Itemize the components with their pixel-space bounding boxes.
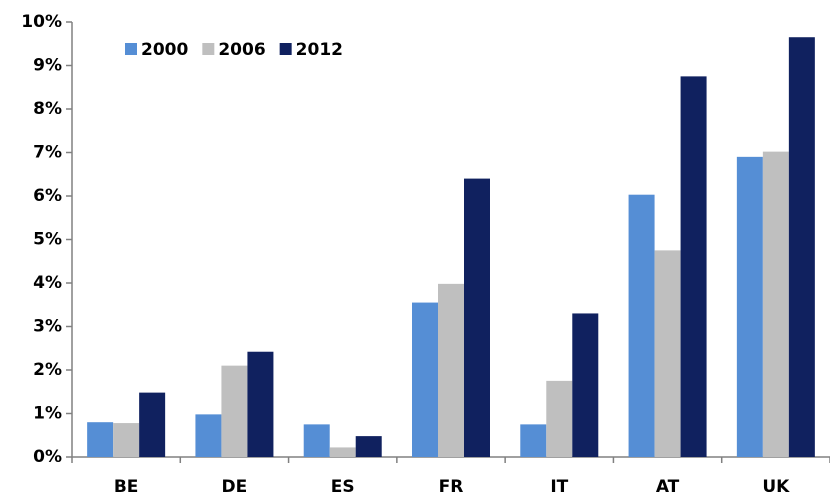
y-tick-label: 5% [33, 230, 62, 250]
bar [628, 194, 655, 457]
x-tick-label: ES [331, 477, 355, 497]
bar [546, 380, 573, 457]
x-tick-label: BE [114, 477, 139, 497]
bar [464, 178, 490, 457]
bar [680, 76, 707, 457]
bar [139, 392, 166, 457]
x-tick-label: DE [222, 477, 248, 497]
bar [329, 447, 356, 457]
x-tick-label: FR [439, 477, 464, 497]
y-tick-label: 8% [33, 99, 62, 119]
bar [412, 302, 438, 457]
legend-label: 2012 [296, 40, 343, 60]
y-tick-label: 10% [21, 12, 62, 32]
y-tick-label: 9% [33, 56, 62, 76]
x-tick-label: UK [762, 477, 790, 497]
bar [247, 351, 274, 457]
y-tick-label: 0% [33, 447, 62, 467]
legend-swatch [125, 43, 137, 55]
bar [355, 436, 382, 457]
bar [788, 37, 815, 457]
bar [438, 283, 464, 457]
y-tick-label: 7% [33, 143, 62, 163]
bar [762, 151, 789, 457]
legend-label: 2000 [141, 40, 188, 60]
bar [736, 156, 763, 457]
bar [303, 424, 330, 457]
y-tick-label: 2% [33, 360, 62, 380]
x-tick-label: IT [550, 477, 568, 497]
bar [113, 423, 140, 457]
x-tick-label: AT [656, 477, 680, 497]
legend-swatch [202, 43, 215, 55]
legend-swatch [279, 43, 292, 55]
bar [572, 313, 599, 457]
y-tick-label: 3% [33, 317, 62, 337]
bar [221, 365, 248, 457]
bar [654, 250, 681, 457]
y-tick-label: 1% [33, 404, 62, 424]
bar [195, 414, 222, 457]
bar [87, 422, 114, 457]
y-tick-label: 6% [33, 186, 62, 206]
legend-label: 2006 [218, 40, 265, 60]
bar [520, 424, 547, 457]
y-tick-label: 4% [33, 273, 62, 293]
